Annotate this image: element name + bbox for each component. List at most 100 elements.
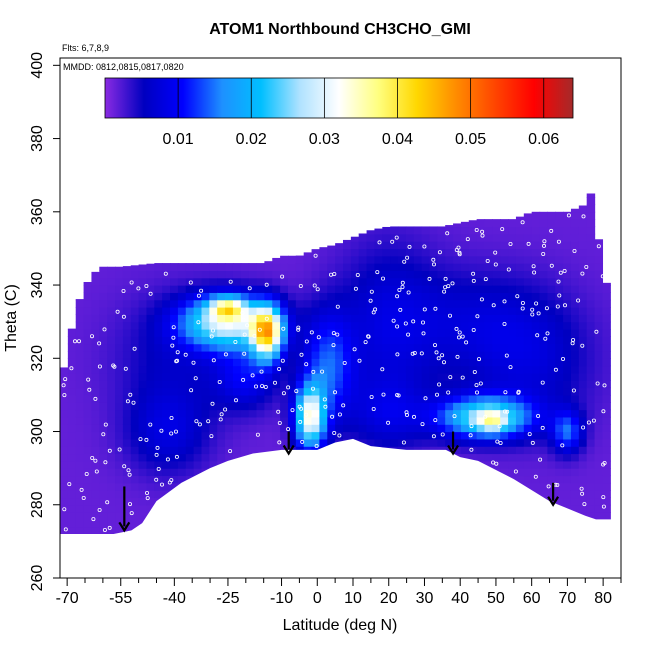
heatmap-cell xyxy=(437,416,446,425)
heatmap-cell xyxy=(67,409,77,418)
heatmap-cell xyxy=(523,424,533,433)
heatmap-cell xyxy=(107,292,116,301)
observation-point xyxy=(580,271,585,276)
heatmap-cell xyxy=(390,380,399,389)
heatmap-cell xyxy=(413,431,423,440)
heatmap-cell xyxy=(453,223,462,228)
heatmap-cell xyxy=(453,387,462,396)
heatmap-cell xyxy=(107,453,116,462)
heatmap-cell xyxy=(311,270,321,279)
heatmap-cell xyxy=(350,292,360,301)
heatmap-cell xyxy=(138,497,148,506)
heatmap-cell xyxy=(366,248,376,257)
observation-point xyxy=(369,289,374,294)
heatmap-cell xyxy=(335,409,344,418)
heatmap-cell xyxy=(460,328,470,337)
heatmap-cell xyxy=(555,490,564,499)
heatmap-cell xyxy=(390,350,399,359)
heatmap-cell xyxy=(146,438,155,447)
heatmap-cell xyxy=(586,468,596,477)
observation-point xyxy=(469,424,474,429)
heatmap-cell xyxy=(99,504,108,513)
heatmap-cell xyxy=(515,299,525,308)
heatmap-cell xyxy=(476,263,486,271)
heatmap-cell xyxy=(586,343,596,352)
heatmap-cell xyxy=(67,424,77,433)
heatmap-cell xyxy=(382,358,391,367)
observation-point xyxy=(253,384,258,389)
observation-point xyxy=(223,407,228,412)
heatmap-cell xyxy=(115,299,124,308)
heatmap-cell xyxy=(295,424,305,433)
observation-point xyxy=(320,369,325,374)
heatmap-cell xyxy=(115,314,124,323)
heatmap-cell xyxy=(115,285,124,293)
heatmap-cell xyxy=(515,219,525,228)
heatmap-cell xyxy=(83,424,93,433)
heatmap-cell xyxy=(209,263,218,271)
heatmap-cell xyxy=(335,299,344,308)
heatmap-cell xyxy=(453,416,462,425)
heatmap-cell xyxy=(539,255,548,264)
heatmap-cell xyxy=(91,343,100,352)
heatmap-cell xyxy=(358,277,368,286)
heatmap-cell xyxy=(508,292,517,301)
heatmap-cell xyxy=(468,350,478,359)
heatmap-cell xyxy=(468,372,478,381)
heatmap-cell xyxy=(445,431,454,440)
heatmap-cell xyxy=(99,372,108,381)
heatmap-cell xyxy=(547,241,556,250)
heatmap-cell xyxy=(248,292,258,301)
heatmap-cell xyxy=(138,365,148,374)
heatmap-cell xyxy=(272,387,281,396)
heatmap-cell xyxy=(547,350,556,359)
observation-point xyxy=(422,307,427,312)
observation-point xyxy=(436,356,441,361)
heatmap-cell xyxy=(429,409,438,418)
heatmap-cell xyxy=(83,526,93,535)
heatmap-cell xyxy=(154,387,163,396)
observation-point xyxy=(194,419,199,424)
heatmap-cell xyxy=(468,321,478,330)
heatmap-cell xyxy=(429,226,438,235)
flight-arrow xyxy=(282,431,295,456)
heatmap-cell xyxy=(343,270,352,279)
heatmap-cell xyxy=(335,387,344,396)
heatmap-cell xyxy=(319,416,328,425)
heatmap-cell xyxy=(122,358,132,367)
heatmap-cell xyxy=(594,336,604,345)
heatmap-cell xyxy=(122,460,132,469)
heatmap-cell xyxy=(460,270,470,279)
heatmap-cell xyxy=(107,482,116,491)
heatmap-cell xyxy=(460,394,470,403)
heatmap-cell xyxy=(586,204,596,213)
heatmap-cell xyxy=(358,270,368,279)
heatmap-cell xyxy=(460,277,470,286)
heatmap-cell xyxy=(555,387,564,396)
observation-point xyxy=(579,486,584,491)
observation-point xyxy=(562,268,567,273)
heatmap-cell xyxy=(468,387,478,396)
heatmap-cell xyxy=(547,380,556,389)
observation-point xyxy=(596,244,601,249)
heatmap-cell xyxy=(264,261,273,264)
heatmap-cell xyxy=(374,336,383,345)
heatmap-cell xyxy=(563,321,572,330)
heatmap-cell xyxy=(83,519,93,528)
heatmap-cell xyxy=(311,292,321,301)
observation-point xyxy=(406,290,411,295)
heatmap-cell xyxy=(468,438,478,447)
heatmap-cell xyxy=(287,307,297,315)
heatmap-cell xyxy=(421,358,431,367)
heatmap-cell xyxy=(91,372,100,381)
heatmap-cell xyxy=(468,394,478,403)
heatmap-cell xyxy=(578,219,588,228)
heatmap-cell xyxy=(335,343,344,352)
observation-point xyxy=(87,387,92,392)
observation-point xyxy=(199,288,204,293)
heatmap-cell xyxy=(256,372,265,381)
heatmap-cell xyxy=(287,438,297,447)
heatmap-cell xyxy=(240,336,250,345)
heatmap-cell xyxy=(445,270,454,279)
